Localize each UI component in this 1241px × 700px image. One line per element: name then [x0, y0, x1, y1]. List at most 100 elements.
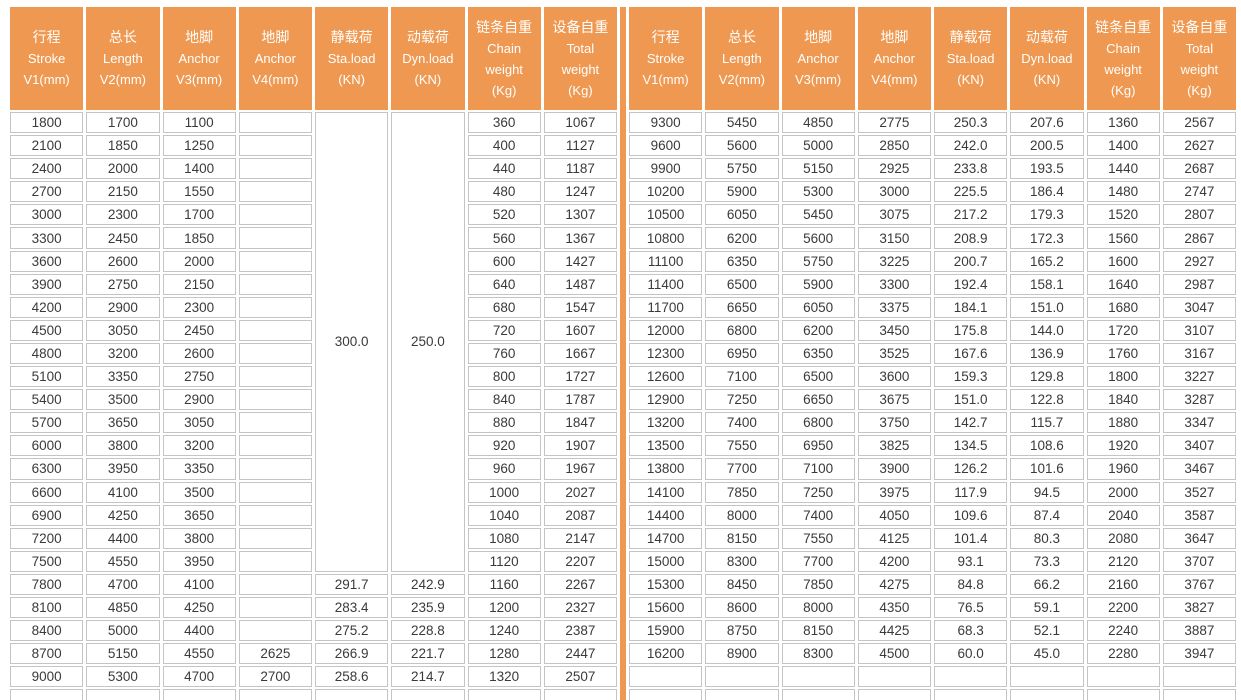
cell-stroke: 13200: [629, 412, 703, 434]
cell-total-weight: 3287: [1162, 389, 1236, 411]
cell-total-weight: 1427: [543, 250, 617, 272]
cell-length: 5000: [86, 620, 160, 642]
cell-dyn-load: 73.3: [1010, 550, 1084, 572]
table-row: [10, 689, 617, 700]
cell-length: 7100: [705, 366, 779, 388]
cell-anchor-v4: 4050: [857, 504, 931, 526]
table-row: 14100 7850 7250 3975 117.9 94.5 2000 3527: [629, 481, 1236, 503]
cell-chain-weight: 1240: [467, 620, 541, 642]
cell-total-weight: 1127: [543, 135, 617, 157]
cell-chain-weight: 560: [467, 227, 541, 249]
cell-chain-weight: 600: [467, 250, 541, 272]
cell-dyn-load: 172.3: [1010, 227, 1084, 249]
cell-sta-load: [315, 689, 389, 700]
cell-sta-load: 250.3: [934, 112, 1008, 134]
cell-anchor-v3: 6500: [781, 366, 855, 388]
cell-length: 3500: [86, 389, 160, 411]
cell-total-weight: 2807: [1162, 204, 1236, 226]
cell-stroke: 9300: [629, 112, 703, 134]
cell-anchor-v3: 6950: [781, 435, 855, 457]
cell-total-weight: 1787: [543, 389, 617, 411]
cell-stroke: 12000: [629, 319, 703, 341]
cell-stroke: 11100: [629, 250, 703, 272]
cell-anchor-v4: [238, 366, 312, 388]
cell-stroke: 6600: [10, 481, 84, 503]
cell-stroke: 16200: [629, 643, 703, 665]
cell-anchor-v3: 5000: [781, 135, 855, 157]
table-row: 12000 6800 6200 3450 175.8 144.0 1720 3107: [629, 319, 1236, 341]
table-row: 5400 3500 2900 840 1787: [10, 389, 617, 411]
cell-stroke: 2400: [10, 158, 84, 180]
cell-stroke: 5100: [10, 366, 84, 388]
cell-total-weight: 3227: [1162, 366, 1236, 388]
cell-chain-weight: 1720: [1086, 319, 1160, 341]
cell-total-weight: 2387: [543, 620, 617, 642]
cell-sta-load: 233.8: [934, 158, 1008, 180]
cell-stroke: 3600: [10, 250, 84, 272]
cell-anchor-v3: 2000: [162, 250, 236, 272]
cell-anchor-v3: 3650: [162, 504, 236, 526]
cell-total-weight: 1607: [543, 319, 617, 341]
cell-total-weight: 3527: [1162, 481, 1236, 503]
cell-chain-weight: 2160: [1086, 573, 1160, 595]
cell-dyn-load: 94.5: [1010, 481, 1084, 503]
cell-sta-load: 266.9: [315, 643, 389, 665]
cell-stroke: 4200: [10, 296, 84, 318]
cell-anchor-v4: 2775: [857, 112, 931, 134]
cell-total-weight: 3407: [1162, 435, 1236, 457]
cell-anchor-v3: 4850: [781, 112, 855, 134]
table-body-right: 9300 5450 4850 2775 250.3 207.6 1360 2567 9600 56…: [629, 112, 1236, 700]
cell-anchor-v3: 6650: [781, 389, 855, 411]
cell-anchor-v4: 2925: [857, 158, 931, 180]
table-row: 2700 2150 1550 480 1247: [10, 181, 617, 203]
cell-stroke: 8400: [10, 620, 84, 642]
cell-total-weight: 3707: [1162, 550, 1236, 572]
cell-anchor-v4: 3525: [857, 342, 931, 365]
table-row: 13500 7550 6950 3825 134.5 108.6 1920 3407: [629, 435, 1236, 457]
cell-stroke: 15600: [629, 596, 703, 619]
cell-sta-load: 84.8: [934, 573, 1008, 595]
cell-chain-weight: 800: [467, 366, 541, 388]
cell-dyn-load: [1010, 689, 1084, 700]
cell-anchor-v3: [781, 689, 855, 700]
cell-total-weight: 3467: [1162, 458, 1236, 480]
cell-length: 8150: [705, 527, 779, 549]
cell-anchor-v4: [238, 342, 312, 365]
cell-anchor-v4: [238, 204, 312, 226]
cell-dyn-load: 136.9: [1010, 342, 1084, 365]
cell-dyn-load: 66.2: [1010, 573, 1084, 595]
cell-anchor-v4: 3825: [857, 435, 931, 457]
cell-anchor-v3: 6200: [781, 319, 855, 341]
cell-chain-weight: 1480: [1086, 181, 1160, 203]
cell-total-weight: 2867: [1162, 227, 1236, 249]
cell-anchor-v3: 5150: [781, 158, 855, 180]
table-row: 16200 8900 8300 4500 60.0 45.0 2280 3947: [629, 643, 1236, 665]
cell-chain-weight: 1680: [1086, 296, 1160, 318]
cell-anchor-v3: 2600: [162, 342, 236, 365]
cell-anchor-v4: 4275: [857, 573, 931, 595]
cell-sta-load: 184.1: [934, 296, 1008, 318]
cell-length: 2900: [86, 296, 160, 318]
cell-length: 2750: [86, 273, 160, 295]
cell-total-weight: 2747: [1162, 181, 1236, 203]
cell-stroke: 2700: [10, 181, 84, 203]
cell-anchor-v4: 4350: [857, 596, 931, 619]
cell-chain-weight: 1440: [1086, 158, 1160, 180]
cell-length: 4550: [86, 550, 160, 572]
cell-anchor-v3: 1400: [162, 158, 236, 180]
cell-chain-weight: 1760: [1086, 342, 1160, 365]
col-header-stroke: 行程 Stroke V1(mm): [629, 7, 703, 110]
cell-sta-load: 126.2: [934, 458, 1008, 480]
table-row: 6900 4250 3650 1040 2087: [10, 504, 617, 526]
cell-chain-weight: 440: [467, 158, 541, 180]
half-divider: [620, 7, 626, 700]
cell-stroke: 14400: [629, 504, 703, 526]
table-row: 3600 2600 2000 600 1427: [10, 250, 617, 272]
cell-length: 3950: [86, 458, 160, 480]
cell-anchor-v4: [238, 227, 312, 249]
cell-total-weight: 3827: [1162, 596, 1236, 619]
cell-chain-weight: 2240: [1086, 620, 1160, 642]
cell-anchor-v3: 2150: [162, 273, 236, 295]
table-row: 4200 2900 2300 680 1547: [10, 296, 617, 318]
cell-stroke: 3900: [10, 273, 84, 295]
